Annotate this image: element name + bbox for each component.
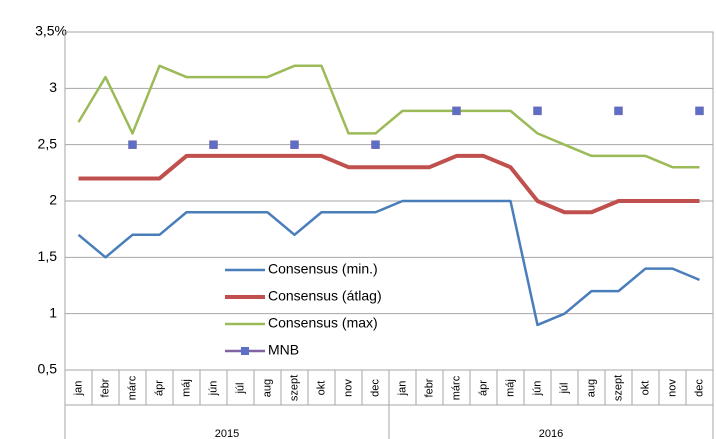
x-tick-label: aug <box>261 379 273 397</box>
x-tick-label: ápr <box>477 380 489 396</box>
x-tick-label: nov <box>666 379 678 397</box>
x-tick-label: dec <box>369 379 381 397</box>
y-tick-label: 2,5 <box>38 135 58 151</box>
x-tick-label: jan <box>72 381 84 397</box>
x-tick-label: febr <box>99 378 111 397</box>
marker <box>614 106 623 116</box>
legend-label: Consensus (átlag) <box>268 288 382 304</box>
x-tick-label: jún <box>531 381 543 397</box>
x-tick-label: máj <box>504 379 516 397</box>
x-tick-label: dec <box>693 379 705 397</box>
legend-label: Consensus (max) <box>268 315 378 331</box>
x-tick-label: szept <box>612 375 624 401</box>
x-tick-label: márc <box>450 375 462 400</box>
marker <box>452 106 461 116</box>
x-tick-label: nov <box>342 379 354 397</box>
x-tick-label: szept <box>288 375 300 401</box>
x-tick-label: ápr <box>153 380 165 396</box>
y-tick-label: 0,5 <box>38 361 58 377</box>
marker <box>209 140 218 149</box>
y-tick-label: 3,5% <box>35 23 67 39</box>
x-tick-label: aug <box>585 379 597 397</box>
series-line <box>77 64 700 169</box>
x-tick-label: febr <box>423 378 435 397</box>
legend-marker <box>241 347 249 355</box>
x-tick-label: márc <box>126 375 138 400</box>
y-tick-label: 2 <box>49 192 57 208</box>
x-tick-label: jún <box>207 381 219 397</box>
series-line <box>78 153 700 215</box>
x-tick-label: máj <box>180 379 192 397</box>
series-line <box>77 199 700 327</box>
marker <box>290 140 299 149</box>
y-tick-label: 3 <box>49 79 57 95</box>
x-tick-label: okt <box>639 381 651 396</box>
marker <box>371 140 380 149</box>
x-tick-label: jan <box>396 381 408 397</box>
marker <box>533 106 542 116</box>
y-tick-label: 1,5 <box>38 248 58 264</box>
x-tick-label: júl <box>234 382 246 394</box>
y-tick-label: 1 <box>49 304 57 320</box>
marker <box>128 140 137 149</box>
legend-label: MNB <box>268 342 299 358</box>
marker <box>695 106 704 116</box>
x-tick-label: júl <box>558 382 570 394</box>
year-label: 2015 <box>215 428 239 439</box>
year-label: 2016 <box>539 428 563 439</box>
legend-label: Consensus (min.) <box>268 261 378 277</box>
x-tick-label: okt <box>315 381 327 396</box>
